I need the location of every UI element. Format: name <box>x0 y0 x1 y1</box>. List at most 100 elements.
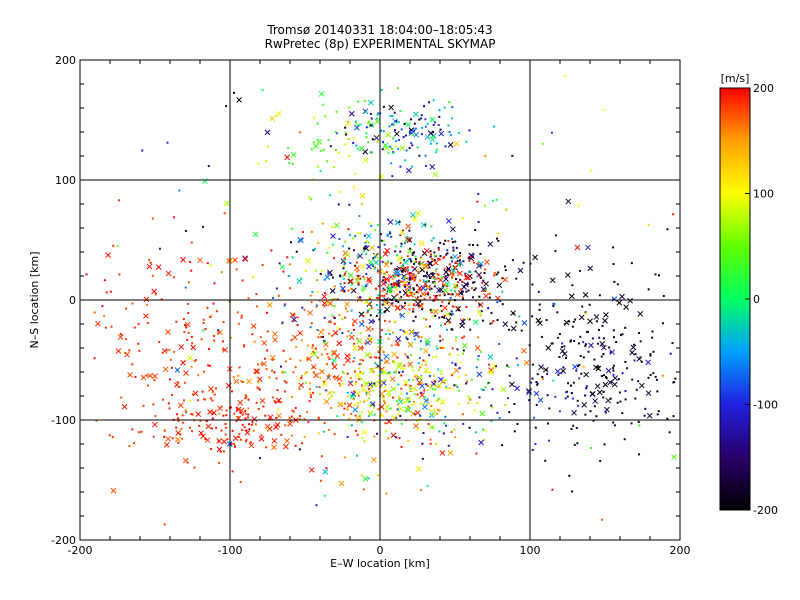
dot-marker <box>474 431 477 434</box>
cross-marker <box>140 374 147 381</box>
dot-marker <box>201 225 204 228</box>
cross-marker <box>340 285 346 292</box>
dot-marker <box>339 282 342 285</box>
dot-marker <box>435 268 438 271</box>
dot-marker <box>531 448 534 451</box>
dot-marker <box>513 430 516 433</box>
dot-marker <box>198 424 201 427</box>
dot-marker <box>322 103 325 106</box>
dot-marker <box>433 121 436 124</box>
dot-marker <box>404 383 407 386</box>
dot-marker <box>414 332 417 335</box>
dot-marker <box>407 282 410 285</box>
cross-marker <box>392 118 398 125</box>
cross-marker <box>367 259 374 265</box>
dot-marker <box>320 353 323 356</box>
dot-marker <box>395 245 398 248</box>
dot-marker <box>507 365 510 368</box>
y-tick-label: 0 <box>69 294 76 307</box>
dot-marker <box>296 323 299 326</box>
cross-marker <box>174 436 181 443</box>
dot-marker <box>230 443 233 446</box>
dot-marker <box>602 109 605 112</box>
dot-marker <box>417 336 420 339</box>
dot-marker <box>391 302 394 305</box>
dot-marker <box>224 433 227 436</box>
dot-marker <box>491 406 494 409</box>
dot-marker <box>163 523 166 526</box>
dot-marker <box>343 257 346 260</box>
cross-marker <box>359 192 366 199</box>
cross-marker <box>344 251 351 258</box>
dot-marker <box>484 154 487 157</box>
dot-marker <box>652 350 655 353</box>
y-tick-label: 200 <box>55 54 76 67</box>
dot-marker <box>193 466 196 469</box>
dot-marker <box>511 259 514 262</box>
dot-marker <box>291 162 294 165</box>
dot-marker <box>230 406 233 409</box>
dot-marker <box>600 375 603 378</box>
dot-marker <box>365 273 368 276</box>
dot-marker <box>243 344 246 347</box>
dot-marker <box>319 272 322 275</box>
dot-marker <box>237 416 240 419</box>
dot-marker <box>431 315 434 318</box>
dot-marker <box>316 328 319 331</box>
dot-marker <box>467 401 470 404</box>
dot-marker <box>321 222 324 225</box>
dot-marker <box>283 371 286 374</box>
dot-marker <box>504 265 507 268</box>
dot-marker <box>322 430 325 433</box>
dot-marker <box>383 385 386 388</box>
dot-marker <box>370 367 373 370</box>
cross-marker <box>319 368 325 375</box>
dot-marker <box>651 330 654 333</box>
dot-marker <box>167 402 170 405</box>
dot-marker <box>479 264 482 267</box>
dot-marker <box>478 303 481 306</box>
dot-marker <box>378 374 381 377</box>
cross-marker <box>174 367 181 373</box>
dot-marker <box>168 407 171 410</box>
cross-marker <box>396 255 403 262</box>
dot-marker <box>488 363 491 366</box>
dot-marker <box>356 405 359 408</box>
cross-marker <box>297 330 304 336</box>
dot-marker <box>385 333 388 336</box>
dot-marker <box>501 444 504 447</box>
dot-marker <box>348 354 351 357</box>
dot-marker <box>197 374 200 377</box>
dot-marker <box>411 165 414 168</box>
dot-marker <box>404 159 407 162</box>
dot-marker <box>298 388 301 391</box>
cross-marker <box>478 260 484 267</box>
cross-marker <box>403 379 409 386</box>
dot-marker <box>367 477 370 480</box>
dot-marker <box>362 275 365 278</box>
cross-marker <box>447 142 454 148</box>
cross-marker <box>162 366 169 373</box>
dot-marker <box>531 315 534 318</box>
dot-marker <box>461 280 464 283</box>
dot-marker <box>412 378 415 381</box>
cross-marker <box>450 268 457 274</box>
dot-marker <box>166 141 169 144</box>
dot-marker <box>352 237 355 240</box>
cross-marker <box>385 132 392 138</box>
dot-marker <box>654 375 657 378</box>
dot-marker <box>672 213 675 216</box>
dot-marker <box>410 342 413 345</box>
dot-marker <box>421 442 424 445</box>
dot-marker <box>439 241 442 244</box>
dot-marker <box>469 328 472 331</box>
dot-marker <box>384 389 387 392</box>
dot-marker <box>411 144 414 147</box>
dot-marker <box>468 129 471 132</box>
dot-marker <box>398 221 401 224</box>
cross-marker <box>361 429 368 435</box>
dot-marker <box>418 375 421 378</box>
dot-marker <box>541 378 544 381</box>
dot-marker <box>399 329 402 332</box>
